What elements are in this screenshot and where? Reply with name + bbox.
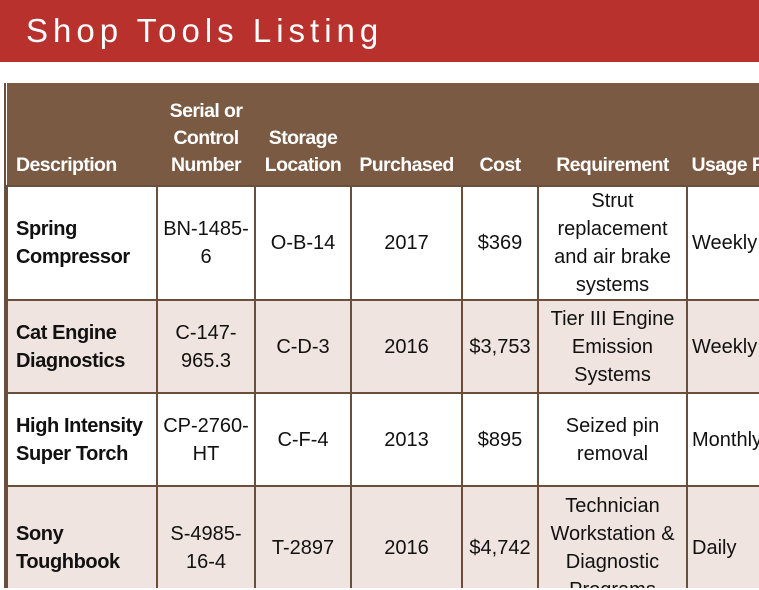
table-row: High Intensity Super Torch CP-2760-HT C-… — [6, 392, 759, 487]
cell-requirement: Seized pin removal — [537, 392, 688, 487]
cell-serial: CP-2760-HT — [156, 392, 256, 487]
cell-storage: C-F-4 — [254, 392, 352, 487]
column-header-usage: Usage Frequency — [687, 83, 759, 186]
cell-description: Sony Toughbook — [6, 485, 158, 588]
tools-table: Description Serial or Control Number Sto… — [6, 83, 759, 588]
cell-usage: Monthly — [686, 392, 759, 487]
cell-purchased: 2016 — [350, 299, 463, 394]
column-header-cost: Cost — [462, 83, 539, 186]
cell-purchased: 2013 — [350, 392, 463, 487]
cell-description: High Intensity Super Torch — [6, 392, 158, 487]
table-row: Sony Toughbook S-4985-16-4 T-2897 2016 $… — [6, 485, 759, 588]
cell-usage: Weekly — [686, 299, 759, 394]
page-title: Shop Tools Listing — [0, 0, 759, 62]
cell-usage: Daily — [686, 485, 759, 588]
tools-table-container: Description Serial or Control Number Sto… — [4, 83, 759, 588]
table-header-row: Description Serial or Control Number Sto… — [7, 83, 759, 186]
cell-storage: C-D-3 — [254, 299, 352, 394]
column-header-serial: Serial or Control Number — [157, 83, 256, 186]
cell-requirement: Strut replacement and air brake systems — [537, 185, 688, 301]
cell-storage: O-B-14 — [254, 185, 352, 301]
column-header-purchased: Purchased — [351, 83, 463, 186]
column-header-description: Description — [7, 83, 158, 186]
cell-description: Spring Compressor — [6, 185, 158, 301]
cell-serial: S-4985-16-4 — [156, 485, 256, 588]
cell-description: Cat Engine Diagnostics — [6, 299, 158, 394]
cell-storage: T-2897 — [254, 485, 352, 588]
cell-cost: $4,742 — [461, 485, 539, 588]
cell-serial: C-147-965.3 — [156, 299, 256, 394]
cell-usage: Weekly — [686, 185, 759, 301]
column-header-storage: Storage Location — [255, 83, 352, 186]
cell-cost: $3,753 — [461, 299, 539, 394]
cell-serial: BN-1485-6 — [156, 185, 256, 301]
cell-requirement: Tier III Engine Emission Systems — [537, 299, 688, 394]
table-row: Cat Engine Diagnostics C-147-965.3 C-D-3… — [6, 299, 759, 394]
cell-requirement: Technician Workstation & Diagnostic Prog… — [537, 485, 688, 588]
cell-purchased: 2016 — [350, 485, 463, 588]
cell-cost: $895 — [461, 392, 539, 487]
cell-cost: $369 — [461, 185, 539, 301]
cell-purchased: 2017 — [350, 185, 463, 301]
table-row: Spring Compressor BN-1485-6 O-B-14 2017 … — [6, 185, 759, 301]
column-header-requirement: Requirement — [538, 83, 688, 186]
